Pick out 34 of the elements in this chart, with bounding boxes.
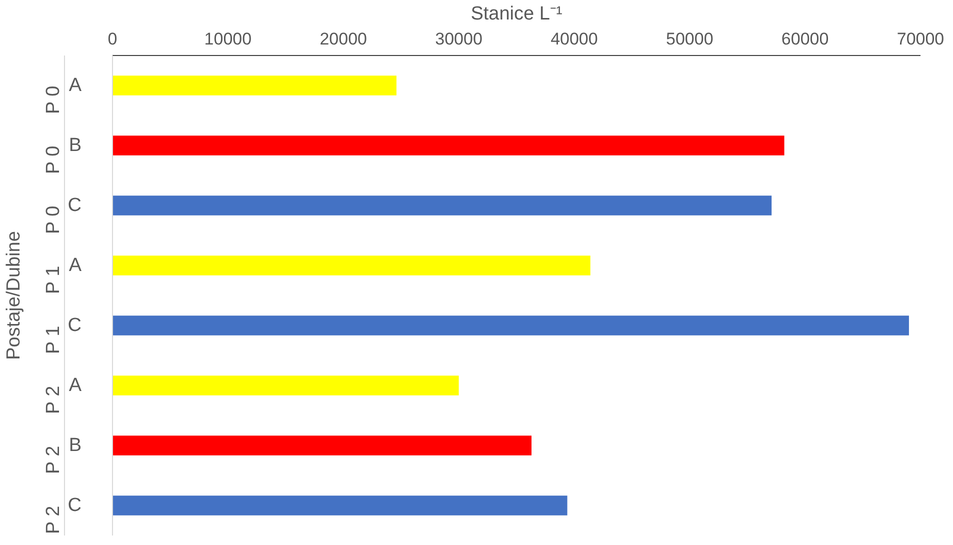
category-label: P 2 xyxy=(43,386,64,414)
bar xyxy=(112,316,909,336)
bar xyxy=(112,436,532,456)
x-tick-label: 20000 xyxy=(320,30,367,48)
y-axis-title: Postaje/Dubine xyxy=(4,231,24,360)
x-tick-label: 70000 xyxy=(896,30,944,48)
category-label: P 2 xyxy=(43,446,64,474)
category-label: P 1 xyxy=(43,326,64,354)
bar xyxy=(112,136,784,156)
category-label: B xyxy=(68,435,82,456)
bar xyxy=(112,196,772,216)
category-label: P 2 xyxy=(43,506,64,534)
category-label: B xyxy=(68,135,82,156)
category-label: C xyxy=(68,315,82,336)
x-axis-title: Stanice L⁻¹ xyxy=(470,4,562,24)
category-label: P 0 xyxy=(43,86,64,114)
x-tick-label: 60000 xyxy=(781,30,829,48)
x-tick-label: 0 xyxy=(108,30,118,48)
category-label: A xyxy=(68,375,82,396)
category-label: C xyxy=(68,195,82,216)
category-label: P 1 xyxy=(43,266,64,294)
x-tick-label: 50000 xyxy=(666,30,714,48)
category-label: A xyxy=(68,75,82,96)
category-label: C xyxy=(68,495,82,516)
bar xyxy=(112,376,459,396)
category-label: P 0 xyxy=(43,146,64,174)
category-label: P 0 xyxy=(43,206,64,234)
bar xyxy=(112,76,396,96)
bar xyxy=(112,256,590,276)
category-label: A xyxy=(68,255,82,276)
x-tick-label: 30000 xyxy=(435,30,482,48)
bar xyxy=(112,496,568,516)
x-tick-label: 40000 xyxy=(550,30,598,48)
x-tick-label: 10000 xyxy=(204,30,252,48)
